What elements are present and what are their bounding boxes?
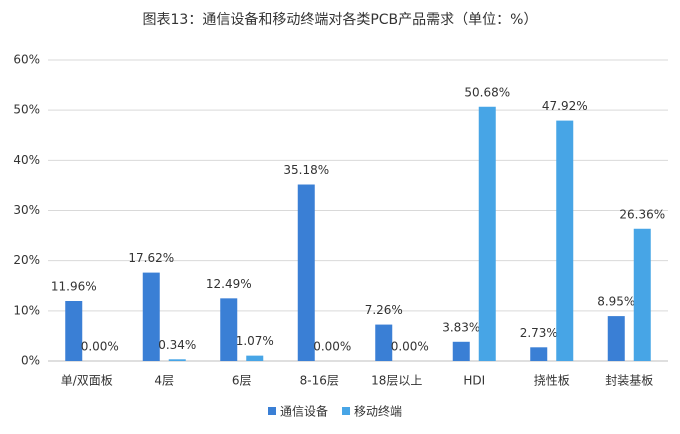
value-label: 11.96% [51,280,97,294]
y-tick-label: 20% [13,253,40,267]
value-label: 0.00% [81,340,119,354]
x-tick-label: 单/双面板 [61,374,113,388]
x-tick-label: 4层 [154,374,174,388]
bar [530,347,548,361]
bar [633,228,651,361]
value-label: 50.68% [464,85,510,99]
legend-swatch [342,407,351,415]
y-tick-label: 60% [13,53,40,67]
x-tick-label: HDI [463,374,485,388]
x-tick-label: 18层以上 [371,374,422,388]
value-label: 8.95% [597,295,635,309]
legend-label: 通信设备 [280,405,328,419]
legend-swatch [268,407,276,415]
bar [246,355,264,361]
bar [375,324,393,361]
value-label: 0.34% [158,338,196,352]
bar [65,301,83,361]
value-label: 17.62% [128,251,174,265]
x-tick-label: 8-16层 [300,374,339,388]
value-label: 7.26% [365,303,403,317]
value-label: 35.18% [283,163,329,177]
bar [297,184,315,361]
value-label: 0.00% [391,340,429,354]
bar [220,298,238,361]
bar [142,272,160,361]
value-label: 3.83% [442,320,480,334]
value-label: 2.73% [520,326,558,340]
x-tick-label: 封装基板 [605,374,653,388]
bar [168,359,186,361]
y-tick-label: 50% [13,103,40,117]
bar [607,316,625,361]
legend-label: 移动终端 [354,404,402,419]
bar [556,120,574,361]
value-label: 12.49% [206,277,252,291]
y-tick-label: 40% [13,153,40,167]
value-label: 26.36% [619,207,665,221]
x-tick-label: 6层 [232,374,252,388]
bar [452,341,470,361]
value-label: 0.00% [313,340,351,354]
x-tick-label: 挠性板 [534,374,570,388]
y-tick-label: 0% [21,354,40,368]
chart-title: 图表13：通信设备和移动终端对各类PCB产品需求（单位：%） [143,11,538,28]
y-tick-label: 30% [13,203,40,217]
value-label: 1.07% [236,334,274,348]
bar [478,106,496,361]
value-label: 47.92% [542,99,588,113]
y-tick-label: 10% [13,303,40,317]
